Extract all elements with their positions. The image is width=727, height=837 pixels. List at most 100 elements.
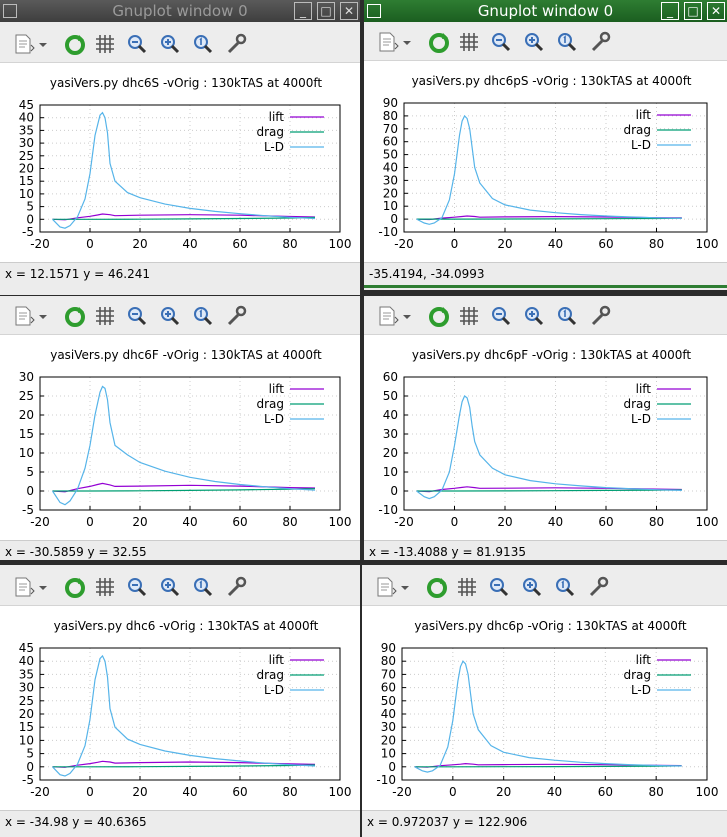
y-tick-label: 25: [19, 389, 34, 403]
grid-icon[interactable]: [454, 574, 480, 600]
export-icon[interactable]: [10, 303, 36, 329]
x-tick-label: 60: [232, 515, 247, 529]
export-icon[interactable]: [374, 29, 400, 55]
series-line-lift: [52, 760, 316, 768]
plot-border: [39, 104, 341, 233]
zoom-out-icon[interactable]: [124, 303, 150, 329]
y-tick-label: 0: [390, 484, 398, 498]
plot-area[interactable]: yasiVers.py dhc6 -vOrig : 130kTAS at 400…: [0, 606, 360, 810]
export-icon[interactable]: [374, 303, 400, 329]
plot-area[interactable]: yasiVers.py dhc6F -vOrig : 130kTAS at 40…: [0, 335, 360, 540]
minimize-button[interactable]: _: [294, 2, 312, 20]
export-icon[interactable]: [10, 31, 36, 57]
export-dropdown-icon[interactable]: [36, 31, 50, 57]
grid-icon[interactable]: [92, 574, 118, 600]
zoom-in-icon[interactable]: [519, 574, 545, 600]
zoom-out-icon[interactable]: [124, 31, 150, 57]
y-tick-label: 25: [19, 694, 34, 708]
settings-icon[interactable]: [224, 303, 250, 329]
replot-icon[interactable]: [62, 31, 88, 57]
zoom-out-icon[interactable]: [488, 303, 514, 329]
legend-label: lift: [269, 653, 285, 667]
y-tick-label: 0: [388, 760, 396, 774]
settings-icon[interactable]: [224, 574, 250, 600]
x-tick-label: 60: [232, 237, 247, 251]
zoom-in-icon[interactable]: [157, 303, 183, 329]
zoom-out-icon[interactable]: [486, 574, 512, 600]
x-tick-label: 80: [649, 237, 664, 251]
x-tick-label: 0: [86, 785, 94, 799]
settings-icon[interactable]: [588, 303, 614, 329]
y-tick-label: 40: [383, 161, 398, 175]
maximize-button[interactable]: □: [684, 2, 702, 20]
legend-label: drag: [256, 397, 284, 411]
series-line-drag: [52, 488, 316, 492]
x-tick-label: -20: [30, 237, 50, 251]
close-button[interactable]: ✕: [340, 2, 358, 20]
settings-icon[interactable]: [588, 29, 614, 55]
plot-area[interactable]: yasiVers.py dhc6p -vOrig : 130kTAS at 40…: [362, 606, 727, 810]
series-line-drag: [416, 217, 682, 220]
grid-icon[interactable]: [92, 303, 118, 329]
maximize-button[interactable]: □: [317, 2, 335, 20]
legend-label: lift: [269, 382, 285, 396]
line-chart: yasiVers.py dhc6F -vOrig : 130kTAS at 40…: [19, 348, 352, 529]
zoom-out-icon[interactable]: [124, 574, 150, 600]
x-tick-label: 20: [497, 237, 512, 251]
close-button[interactable]: ✕: [707, 2, 725, 20]
replot-icon[interactable]: [424, 574, 450, 600]
zoom-in-icon[interactable]: [157, 574, 183, 600]
replot-icon[interactable]: [426, 303, 452, 329]
plot-area[interactable]: yasiVers.py dhc6pF -vOrig : 130kTAS at 4…: [364, 335, 727, 540]
minimize-button[interactable]: _: [661, 2, 679, 20]
y-tick-label: 0: [26, 212, 34, 226]
y-tick-label: 25: [19, 149, 34, 163]
grid-icon[interactable]: [456, 29, 482, 55]
y-tick-label: 20: [19, 408, 34, 422]
replot-icon[interactable]: [62, 574, 88, 600]
x-tick-label: 0: [451, 515, 459, 529]
unzoom-icon[interactable]: [190, 574, 216, 600]
line-chart: yasiVers.py dhc6 -vOrig : 130kTAS at 400…: [19, 619, 352, 799]
zoom-in-icon[interactable]: [521, 29, 547, 55]
export-dropdown-icon[interactable]: [400, 29, 414, 55]
replot-icon[interactable]: [62, 303, 88, 329]
series-line-l-d: [416, 395, 682, 500]
window-menu-button[interactable]: [367, 4, 381, 18]
export-dropdown-icon[interactable]: [400, 303, 414, 329]
grid-icon[interactable]: [456, 303, 482, 329]
plot-area[interactable]: yasiVers.py dhc6S -vOrig : 130kTAS at 40…: [0, 63, 360, 262]
legend-label: lift: [636, 382, 652, 396]
series-line-l-d: [52, 654, 316, 777]
unzoom-icon[interactable]: [554, 303, 580, 329]
plot-area[interactable]: yasiVers.py dhc6pS -vOrig : 130kTAS at 4…: [364, 61, 727, 262]
export-icon[interactable]: [372, 574, 398, 600]
y-tick-label: 80: [383, 109, 398, 123]
y-tick-label: 45: [19, 98, 34, 112]
window-menu-button[interactable]: [3, 4, 17, 18]
export-dropdown-icon[interactable]: [36, 574, 50, 600]
y-tick-label: 10: [383, 465, 398, 479]
export-dropdown-icon[interactable]: [36, 303, 50, 329]
toolbar: [364, 24, 727, 61]
unzoom-icon[interactable]: [552, 574, 578, 600]
unzoom-icon[interactable]: [554, 29, 580, 55]
window-titlebar[interactable]: Gnuplot window 0 _ □ ✕: [0, 0, 360, 22]
grid-icon[interactable]: [92, 31, 118, 57]
settings-icon[interactable]: [224, 31, 250, 57]
plot-border: [403, 102, 708, 233]
replot-icon[interactable]: [426, 29, 452, 55]
zoom-in-icon[interactable]: [521, 303, 547, 329]
zoom-out-icon[interactable]: [488, 29, 514, 55]
window-titlebar[interactable]: Gnuplot window 0 _ □ ✕: [364, 0, 727, 22]
export-dropdown-icon[interactable]: [398, 574, 412, 600]
x-tick-label: -20: [394, 515, 414, 529]
chart-title: yasiVers.py dhc6pS -vOrig : 130kTAS at 4…: [412, 74, 692, 88]
settings-icon[interactable]: [586, 574, 612, 600]
x-tick-label: 0: [449, 785, 457, 799]
zoom-in-icon[interactable]: [157, 31, 183, 57]
unzoom-icon[interactable]: [190, 31, 216, 57]
series-line-l-d: [416, 114, 682, 225]
export-icon[interactable]: [10, 574, 36, 600]
unzoom-icon[interactable]: [190, 303, 216, 329]
